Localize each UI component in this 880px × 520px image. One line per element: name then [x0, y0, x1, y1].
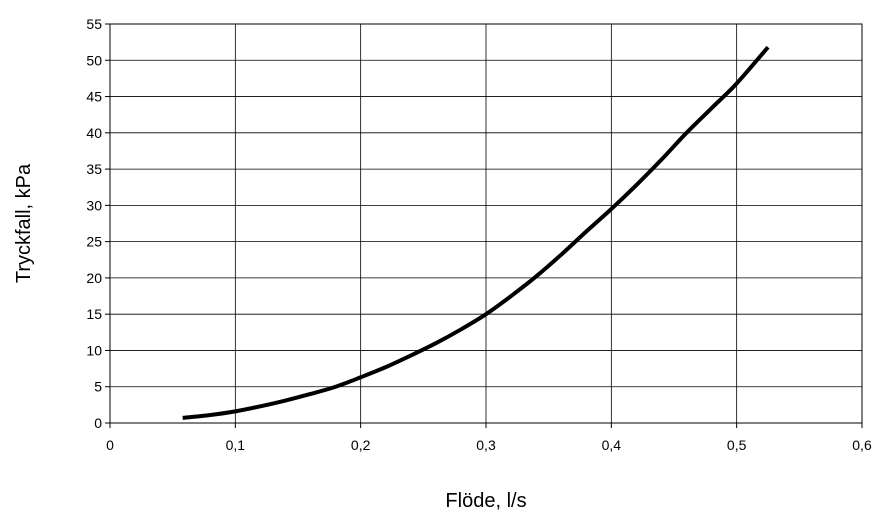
y-tick-label: 50: [86, 52, 102, 68]
y-axis-title: Tryckfall, kPa: [13, 163, 35, 283]
x-axis-title: Flöde, l/s: [445, 490, 526, 512]
y-tick-label: 35: [86, 161, 102, 177]
series-line: [182, 45, 770, 420]
grid-lines: [109, 23, 863, 424]
x-tick-label: 0,1: [226, 437, 246, 453]
y-tick-label: 0: [94, 415, 102, 431]
x-tick-label: 0,4: [602, 437, 622, 453]
x-tick-label: 0,5: [727, 437, 747, 453]
y-tick-label: 15: [86, 306, 102, 322]
y-tick-label: 55: [86, 16, 102, 32]
series-layer: [182, 45, 770, 420]
y-tick-label: 10: [86, 342, 102, 358]
y-tick-label: 20: [86, 270, 102, 286]
y-tick-label: 25: [86, 234, 102, 250]
x-axis-ticks: 0 0,1 0,2 0,3 0,4 0,5 0,6: [106, 423, 872, 453]
y-tick-label: 5: [94, 379, 102, 395]
x-tick-label: 0,3: [476, 437, 496, 453]
x-tick-label: 0,2: [351, 437, 371, 453]
y-tick-label: 45: [86, 89, 102, 105]
y-tick-label: 40: [86, 125, 102, 141]
y-axis-ticks: 0 5 10 15 20 25 30 35 40 45 50 55: [86, 16, 110, 431]
x-tick-label: 0,6: [852, 437, 872, 453]
x-tick-label: 0: [106, 437, 114, 453]
y-tick-label: 30: [86, 197, 102, 213]
